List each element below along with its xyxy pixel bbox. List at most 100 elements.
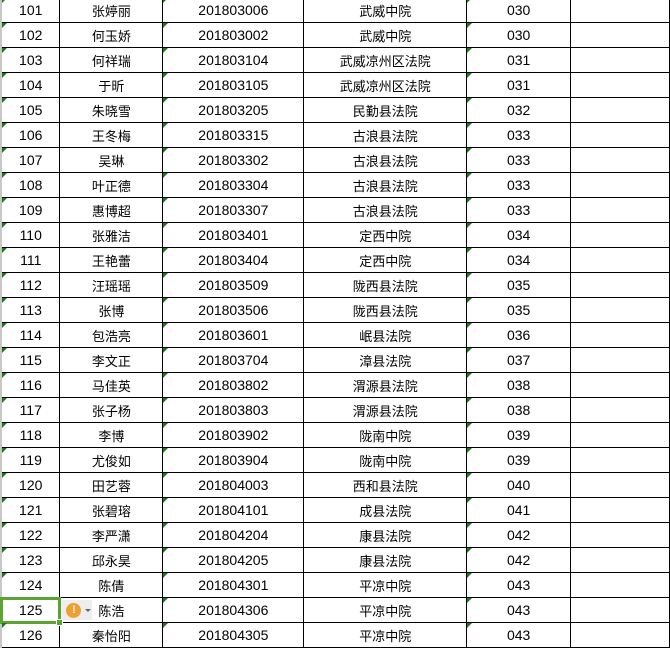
cell-code[interactable]: 039 (466, 422, 572, 448)
cell-number[interactable]: 120 (0, 472, 61, 498)
cell-number[interactable]: 105 (0, 97, 61, 123)
cell-empty[interactable] (570, 272, 670, 298)
cell-empty[interactable] (570, 72, 670, 98)
cell-empty[interactable] (570, 372, 670, 398)
cell-court[interactable]: 陇西县法院 (303, 297, 468, 323)
cell-name[interactable]: 王艳蕾 (59, 247, 164, 273)
cell-id[interactable]: 201803002 (162, 22, 305, 48)
cell-id[interactable]: 201803506 (162, 297, 305, 323)
cell-empty[interactable] (570, 547, 670, 573)
cell-court[interactable]: 西和县法院 (303, 472, 468, 498)
cell-name[interactable]: 张博 (59, 297, 164, 323)
cell-id[interactable]: 201803601 (162, 322, 305, 348)
cell-court[interactable]: 陇西县法院 (303, 272, 468, 298)
cell-number[interactable]: 122 (0, 522, 61, 548)
cell-id[interactable]: 201804205 (162, 547, 305, 573)
cell-name[interactable]: 陈浩! (59, 597, 164, 623)
cell-id[interactable]: 201803304 (162, 172, 305, 198)
cell-code[interactable]: 037 (466, 347, 572, 373)
cell-id[interactable]: 201803307 (162, 197, 305, 223)
cell-empty[interactable] (570, 522, 670, 548)
cell-number[interactable]: 104 (0, 72, 61, 98)
cell-code[interactable]: 043 (466, 572, 572, 598)
cell-empty[interactable] (570, 497, 670, 523)
cell-code[interactable]: 031 (466, 47, 572, 73)
cell-number[interactable]: 117 (0, 397, 61, 423)
cell-id[interactable]: 201804101 (162, 497, 305, 523)
cell-number[interactable]: 115 (0, 347, 61, 373)
cell-name[interactable]: 吴琳 (59, 147, 164, 173)
cell-empty[interactable] (570, 172, 670, 198)
cell-number[interactable]: 102 (0, 22, 61, 48)
cell-number[interactable]: 113 (0, 297, 61, 323)
cell-code[interactable]: 043 (466, 597, 572, 623)
cell-number[interactable]: 116 (0, 372, 61, 398)
cell-court[interactable]: 武威凉州区法院 (303, 72, 468, 98)
cell-court[interactable]: 康县法院 (303, 522, 468, 548)
cell-empty[interactable] (570, 297, 670, 323)
cell-name[interactable]: 田艺蓉 (59, 472, 164, 498)
cell-code[interactable]: 039 (466, 447, 572, 473)
cell-name[interactable]: 邱永昊 (59, 547, 164, 573)
cell-code[interactable]: 035 (466, 297, 572, 323)
cell-id[interactable]: 201803404 (162, 247, 305, 273)
cell-name[interactable]: 张碧瑢 (59, 497, 164, 523)
cell-name[interactable]: 何祥瑞 (59, 47, 164, 73)
cell-court[interactable]: 古浪县法院 (303, 172, 468, 198)
cell-number[interactable]: 108 (0, 172, 61, 198)
cell-number[interactable]: 109 (0, 197, 61, 223)
cell-court[interactable]: 武威中院 (303, 22, 468, 48)
cell-court[interactable]: 古浪县法院 (303, 122, 468, 148)
cell-name[interactable]: 张婷丽 (59, 0, 164, 23)
cell-id[interactable]: 201803509 (162, 272, 305, 298)
cell-court[interactable]: 渭源县法院 (303, 372, 468, 398)
cell-empty[interactable] (570, 247, 670, 273)
cell-empty[interactable] (570, 472, 670, 498)
cell-empty[interactable] (570, 222, 670, 248)
cell-code[interactable]: 038 (466, 397, 572, 423)
cell-name[interactable]: 张雅洁 (59, 222, 164, 248)
cell-name[interactable]: 王冬梅 (59, 122, 164, 148)
cell-empty[interactable] (570, 397, 670, 423)
cell-code[interactable]: 031 (466, 72, 572, 98)
cell-number[interactable]: 103 (0, 47, 61, 73)
cell-name[interactable]: 叶正德 (59, 172, 164, 198)
cell-number[interactable]: 118 (0, 422, 61, 448)
cell-id[interactable]: 201803902 (162, 422, 305, 448)
cell-empty[interactable] (570, 197, 670, 223)
cell-court[interactable]: 康县法院 (303, 547, 468, 573)
cell-number[interactable]: 124 (0, 572, 61, 598)
cell-id[interactable]: 201804306 (162, 597, 305, 623)
cell-name[interactable]: 尤俊如 (59, 447, 164, 473)
cell-number[interactable]: 111 (0, 247, 61, 273)
cell-court[interactable]: 漳县法院 (303, 347, 468, 373)
cell-code[interactable]: 032 (466, 97, 572, 123)
cell-code[interactable]: 034 (466, 247, 572, 273)
cell-court[interactable]: 平凉中院 (303, 572, 468, 598)
cell-court[interactable]: 岷县法院 (303, 322, 468, 348)
cell-code[interactable]: 042 (466, 547, 572, 573)
fill-handle[interactable] (56, 619, 64, 626)
cell-court[interactable]: 陇南中院 (303, 447, 468, 473)
cell-name[interactable]: 惠博超 (59, 197, 164, 223)
cell-empty[interactable] (570, 422, 670, 448)
error-check-button[interactable]: ! (62, 600, 93, 620)
cell-court[interactable]: 武威中院 (303, 0, 468, 23)
cell-id[interactable]: 201803803 (162, 397, 305, 423)
cell-name[interactable]: 李文正 (59, 347, 164, 373)
cell-number[interactable]: 112 (0, 272, 61, 298)
cell-court[interactable]: 成县法院 (303, 497, 468, 523)
cell-code[interactable]: 033 (466, 172, 572, 198)
cell-code[interactable]: 042 (466, 522, 572, 548)
cell-name[interactable]: 李严潇 (59, 522, 164, 548)
cell-number[interactable]: 125 (0, 596, 64, 626)
cell-name[interactable]: 张子杨 (59, 397, 164, 423)
cell-id[interactable]: 201803302 (162, 147, 305, 173)
cell-empty[interactable] (570, 347, 670, 373)
cell-number[interactable]: 110 (0, 222, 61, 248)
cell-court[interactable]: 陇南中院 (303, 422, 468, 448)
cell-code[interactable]: 040 (466, 472, 572, 498)
cell-id[interactable]: 201804003 (162, 472, 305, 498)
cell-number[interactable]: 107 (0, 147, 61, 173)
cell-empty[interactable] (570, 122, 670, 148)
